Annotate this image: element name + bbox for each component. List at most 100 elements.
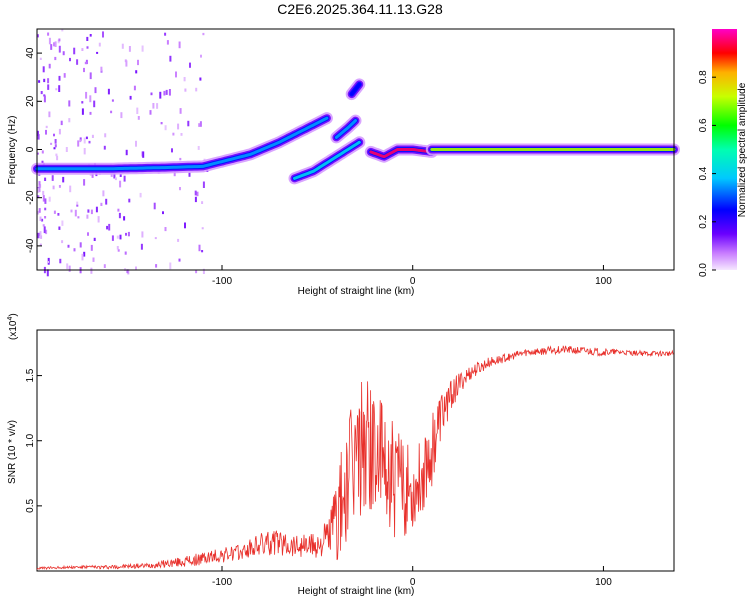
heatmap-noise-cell: [140, 243, 143, 250]
heatmap-noise-cell: [111, 99, 114, 102]
heatmap-noise-cell: [46, 269, 49, 277]
heatmap-noise-cell: [86, 214, 89, 219]
heatmap-noise-cell: [103, 145, 106, 150]
heatmap-noise-cell: [125, 149, 128, 156]
heatmap-noise-cell: [60, 120, 63, 126]
heatmap-noise-cell: [179, 108, 182, 114]
heatmap-noise-cell: [155, 264, 158, 268]
heatmap-noise-cell: [39, 57, 42, 60]
heatmap-noise-cell: [83, 251, 86, 257]
heatmap-noise-cell: [171, 148, 173, 153]
heatmap-noise-cell: [81, 253, 84, 261]
heatmap-ridge-isolated: [350, 82, 361, 96]
heatmap-noise-cell: [73, 248, 76, 252]
heatmap-noise-cell: [62, 51, 65, 56]
heatmap-noise-cell: [43, 78, 46, 83]
colorbar-ticks: 0.0 0.2 0.4 0.6 0.8: [698, 70, 716, 277]
heatmap-noise-cell: [81, 108, 84, 115]
heatmap-noise-cell: [42, 66, 45, 73]
heatmap-noise-cell: [189, 62, 191, 68]
heatmap-noise-cell: [164, 125, 167, 131]
heatmap-noise-cell: [120, 112, 123, 119]
heatmap-noise-cell: [116, 235, 119, 239]
heatmap-noise-cell: [58, 45, 61, 53]
heatmap-noise-cell: [76, 201, 79, 206]
heatmap-noise-cell: [139, 192, 142, 198]
heatmap-noise-cell: [106, 225, 109, 230]
heatmap-noise-cell: [87, 209, 90, 213]
heatmap-noise-cell: [86, 46, 89, 49]
heatmap-noise-cell: [169, 55, 172, 62]
heatmap-noise-cell: [199, 121, 202, 127]
heatmap-noise-cell: [118, 212, 121, 219]
heatmap-noise-cell: [103, 264, 106, 268]
heatmap-noise-cell: [133, 85, 136, 91]
heatmap-noise-cell: [102, 31, 104, 38]
heatmap-noise-cell: [201, 250, 204, 253]
heatmap-noise-cell: [48, 37, 51, 45]
heatmap-noise-cell: [123, 216, 126, 221]
snr-series-line: [36, 345, 674, 570]
snr-y-tick-label: 0.5: [25, 498, 36, 512]
heatmap-noise-cell: [52, 185, 55, 190]
heatmap-noise-cell: [67, 244, 70, 248]
heatmap-noise-cell: [97, 216, 100, 223]
heatmap-noise-cell: [47, 32, 50, 36]
heatmap-noise-cell: [160, 122, 163, 125]
heatmap-noise-cell: [83, 67, 85, 73]
heatmap-noise-cell: [165, 89, 168, 95]
heatmap-y-tick-label: 0: [25, 146, 36, 152]
heatmap-noise-cell: [73, 47, 76, 55]
heatmap-noise-cell: [202, 32, 205, 36]
heatmap-noise-cell: [169, 262, 172, 270]
heatmap-noise-cell: [41, 160, 44, 163]
heatmap-noise-cell: [96, 51, 99, 54]
figure-title: C2E6.2025.364.11.13.G28: [277, 1, 443, 17]
heatmap-noise-cell: [58, 75, 61, 81]
heatmap-noise-cell: [61, 240, 64, 244]
heatmap-noise-cell: [55, 153, 58, 157]
heatmap-noise-cell: [125, 60, 128, 67]
heatmap-noise-cell: [141, 45, 144, 52]
heatmap-y-ticks: -40 -20 0 20 40: [25, 47, 42, 253]
heatmap-noise-cell: [85, 91, 88, 99]
heatmap-noise-cell: [37, 134, 40, 140]
heatmap-noise-cell: [124, 59, 127, 63]
heatmap-noise-cell: [198, 244, 201, 252]
heatmap-noise-cell: [44, 207, 47, 211]
heatmap-noise-cell: [54, 56, 57, 61]
heatmap-noise-cell: [196, 191, 199, 197]
heatmap-noise-cell: [177, 123, 180, 130]
heatmap-x-tick-label: -100: [212, 276, 232, 287]
heatmap-noise-cell: [94, 87, 97, 94]
heatmap-x-tick-label: 100: [595, 276, 612, 287]
heatmap-noise-cell: [77, 216, 80, 219]
heatmap-noise-cell: [83, 179, 86, 186]
heatmap-noise-cell: [129, 95, 132, 100]
heatmap-noise-cell: [37, 188, 40, 193]
snr-x-tick-label: 100: [595, 577, 612, 588]
heatmap-noise-cell: [79, 139, 82, 143]
snr-y-tick-label: 1.5: [25, 368, 36, 382]
heatmap-noise-cell: [149, 110, 152, 115]
heatmap-panel: -100 0 100 -40 -20 0 20 40 Height of straight …: [7, 28, 680, 297]
heatmap-y-tick-label: -40: [25, 238, 36, 253]
colorbar-tick-label: 0.8: [698, 70, 709, 84]
heatmap-noise-cell: [90, 267, 93, 274]
heatmap-y-tick-label: 40: [25, 47, 36, 59]
heatmap-noise-cell: [53, 147, 56, 150]
snr-x-axis-label: Height of straight line (km): [298, 586, 415, 597]
heatmap-noise-cell: [58, 85, 61, 92]
heatmap-noise-cell: [37, 232, 40, 239]
heatmap-noise-cell: [68, 265, 71, 272]
snr-y-axis-label: SNR (10 * v/v): [7, 420, 18, 484]
heatmap-noise-cell: [41, 150, 44, 154]
heatmap-noise-cell: [201, 227, 204, 230]
heatmap-noise-cell: [114, 177, 117, 181]
heatmap-noise-cell: [194, 190, 197, 196]
heatmap-noise-cell: [83, 137, 86, 144]
colorbar-tick-label: 0.6: [698, 118, 709, 132]
heatmap-noise-cell: [81, 48, 84, 51]
heatmap-noise-cell: [162, 211, 164, 215]
heatmap-noise-cell: [128, 46, 131, 52]
